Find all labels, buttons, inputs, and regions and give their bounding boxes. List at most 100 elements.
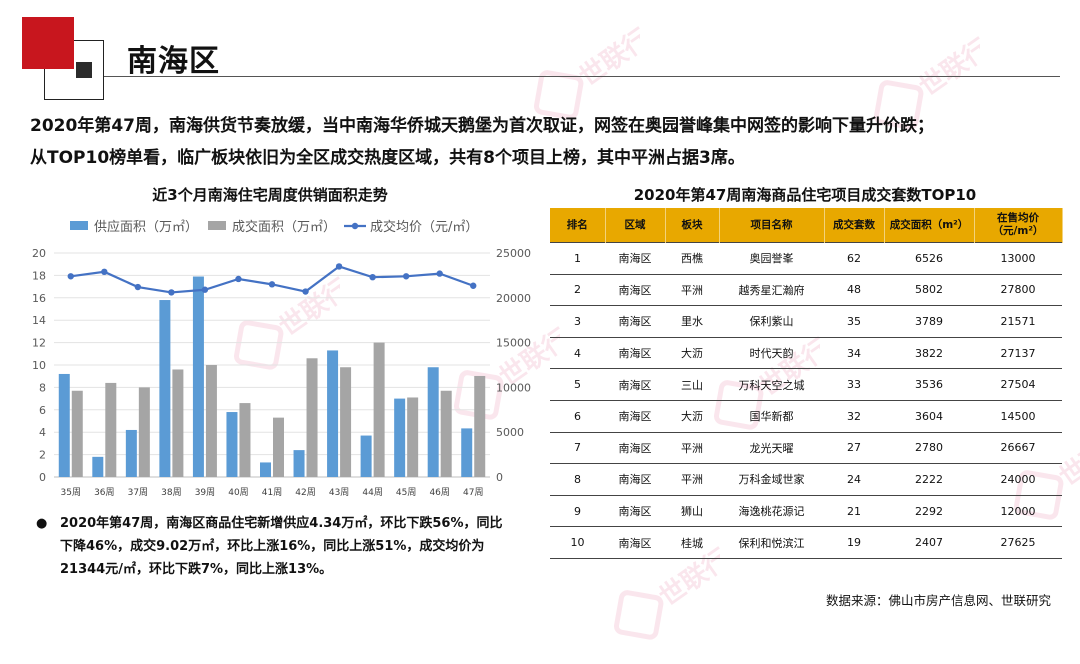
table-cell: 27800 (974, 274, 1062, 307)
legend-swatch (208, 221, 226, 230)
table-cell: 14500 (974, 400, 1062, 433)
legend-label: 成交均价（元/㎡） (370, 219, 478, 235)
y-left-tick-label: 20 (32, 247, 46, 260)
table-row: 2 南海区 平洲 越秀星汇瀚府 48 5802 27800 (550, 274, 1062, 307)
sales-bar (373, 342, 385, 477)
table-cell: 大沥 (665, 400, 719, 433)
x-tick-label: 47周 (463, 487, 483, 498)
supply-bar (427, 367, 439, 477)
table-cell: 7 (550, 432, 605, 465)
y-left-tick-label: 2 (39, 449, 46, 462)
supply-bar (159, 300, 171, 477)
x-tick-label: 42周 (295, 487, 315, 498)
table-row: 3 南海区 里水 保利紫山 35 3789 21571 (550, 305, 1062, 338)
table-cell: 南海区 (605, 337, 665, 370)
y-left-tick-label: 0 (39, 471, 46, 484)
x-tick-label: 45周 (396, 487, 416, 498)
table-cell: 平洲 (665, 274, 719, 307)
table-cell: 48 (824, 274, 884, 307)
table-cell: 34 (824, 337, 884, 370)
sales-bar (105, 382, 117, 477)
price-point (470, 282, 477, 289)
table-title: 2020年第47周南海商品住宅项目成交套数TOP10 (633, 186, 977, 204)
table-cell: 4 (550, 337, 605, 370)
table-cell: 33 (824, 368, 884, 401)
supply-bar (327, 350, 339, 477)
legend-label: 供应面积（万㎡） (94, 219, 198, 235)
top10-table: 排名 区域 板块 项目名称 成交套数 成交面积（m²） 在售均价（元/m²） 1 南海区 西樵奥… (550, 208, 1063, 559)
sales-bar (340, 367, 352, 477)
table-cell: 8 (550, 463, 605, 496)
table-cell: 海逸桃花源记 (719, 495, 824, 528)
page-title: 南海区 (127, 44, 220, 79)
table-cell: 保利和悦滨江 (719, 526, 824, 559)
supply-bar (293, 450, 305, 477)
supply-bar (92, 456, 104, 477)
price-point (436, 270, 443, 277)
sales-bar (239, 403, 251, 477)
bullet-dot-icon: ● (36, 516, 48, 531)
price-point (369, 273, 376, 281)
price-point (67, 273, 74, 280)
table-header-row: 排名 区域 板块 项目名称 成交套数 成交面积（m²） 在售均价（元/m²） (550, 208, 1063, 243)
x-tick-label: 37周 (128, 487, 148, 498)
price-point (302, 288, 309, 295)
sales-bar (71, 390, 83, 477)
table-cell: 大沥 (665, 337, 719, 370)
table-cell: 6 (550, 400, 605, 433)
y-right-tick-label: 0 (496, 471, 503, 484)
table-cell: 龙光天曜 (719, 432, 824, 465)
table-cell: 南海区 (605, 526, 665, 559)
y-right-tick-label: 10000 (496, 381, 531, 394)
sales-bar (172, 369, 184, 477)
y-left-tick-label: 8 (39, 381, 46, 394)
summary-line-1: 2020年第47周，南海供货节奏放缓，当中南海华侨城天鹅堡为首次取证，网签在奥园… (30, 116, 934, 136)
y-left-tick-label: 18 (32, 269, 46, 282)
table-cell: 里水 (665, 305, 719, 338)
table-header-cell: 排名 (550, 208, 606, 243)
table-cell: 13000 (974, 242, 1062, 275)
table-cell: 6526 (884, 242, 974, 275)
legend-marker (351, 222, 359, 230)
y-left-tick-label: 6 (39, 404, 46, 417)
table-cell: 12000 (974, 495, 1062, 528)
table-cell: 32 (824, 400, 884, 433)
table-cell: 2780 (884, 432, 974, 465)
y-right-tick-label: 20000 (496, 292, 531, 305)
table-cell: 24 (824, 463, 884, 496)
header-decoration-red-square (22, 17, 74, 69)
table-row: 6 南海区 大沥 国华新都 32 3604 14500 (550, 400, 1062, 433)
table-cell: 27625 (974, 526, 1062, 559)
table-cell: 21571 (974, 305, 1062, 338)
y-left-tick-label: 4 (39, 426, 46, 439)
table-cell: 三山 (665, 368, 719, 401)
sales-bar (407, 397, 419, 477)
table-cell: 平洲 (665, 463, 719, 496)
price-point (335, 263, 343, 270)
table-header-cell: 项目名称 (719, 208, 825, 243)
svg-text:世联行: 世联行 (574, 23, 640, 93)
table-header-cell: 板块 (665, 208, 720, 243)
price-point (134, 283, 142, 291)
price-point (101, 268, 108, 276)
table-cell: 27 (824, 432, 884, 465)
x-tick-label: 35周 (61, 487, 81, 498)
table-cell: 南海区 (605, 305, 665, 338)
table-cell: 西樵 (665, 242, 719, 275)
table-cell: 南海区 (605, 274, 665, 307)
table-row: 9 南海区 狮山 海逸桃花源记 21 2292 12000 (550, 495, 1062, 528)
table-cell: 狮山 (665, 495, 719, 528)
table-cell: 21 (824, 495, 884, 528)
y-left-tick-label: 10 (32, 359, 46, 372)
table-cell: 9 (550, 495, 605, 528)
table-body: 1 南海区 西樵 奥园誉峯 62 6526 13000 2 南海区 平洲 越秀星汇瀚府 48 5802 2… (550, 242, 1062, 559)
price-point (235, 275, 242, 283)
y-left-tick-label: 12 (32, 337, 46, 350)
sales-bar (273, 417, 284, 477)
x-tick-label: 44周 (362, 487, 382, 498)
table-cell: 平洲 (665, 432, 719, 465)
y-right-tick-label: 15000 (496, 337, 531, 350)
table-cell: 27137 (974, 337, 1062, 370)
table-header-cell: 成交面积（m²） (884, 208, 975, 243)
x-tick-label: 41周 (262, 487, 282, 498)
